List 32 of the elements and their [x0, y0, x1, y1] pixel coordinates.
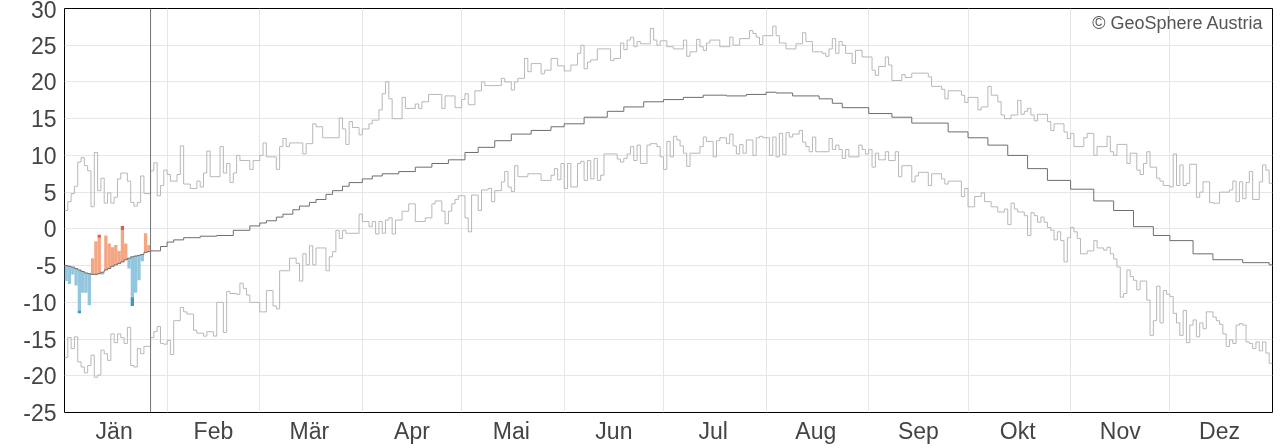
x-tick-label: Jän [95, 417, 133, 444]
y-tick-label: -15 [23, 326, 57, 353]
bar [130, 297, 134, 306]
y-tick-label: 30 [30, 0, 57, 23]
bar [130, 256, 134, 298]
y-tick-label: -10 [23, 289, 57, 316]
x-tick-label: Dez [1199, 417, 1240, 444]
x-tick-label: Okt [999, 417, 1037, 444]
y-tick-label: 20 [30, 69, 57, 96]
annotation: © GeoSphere Austria [1092, 12, 1264, 33]
y-tick-label: 10 [30, 142, 57, 169]
y-tick-label: -20 [23, 363, 57, 390]
y-tick-label: -25 [23, 400, 57, 426]
x-tick-label: Aug [795, 417, 837, 444]
x-tick-label: Jun [595, 417, 633, 444]
y-tick-label: 25 [30, 32, 57, 59]
bar [97, 234, 101, 238]
y-tick-label: 5 [43, 179, 57, 206]
x-tick-label: Apr [394, 417, 431, 444]
x-tick-label: Jul [698, 417, 728, 444]
bar [143, 233, 148, 253]
bar [77, 310, 82, 314]
y-tick-label: 0 [43, 216, 57, 243]
x-tick-label: Sep [897, 417, 939, 444]
bar [94, 241, 98, 275]
y-tick-label: -5 [36, 253, 57, 280]
x-tick-label: Nov [1099, 417, 1142, 444]
y-tick-label: 15 [30, 106, 57, 133]
bar [104, 235, 108, 270]
x-tick-label: Mär [289, 417, 330, 444]
x-tick-label: Feb [193, 417, 234, 444]
x-tick-label: Mai [492, 417, 530, 444]
